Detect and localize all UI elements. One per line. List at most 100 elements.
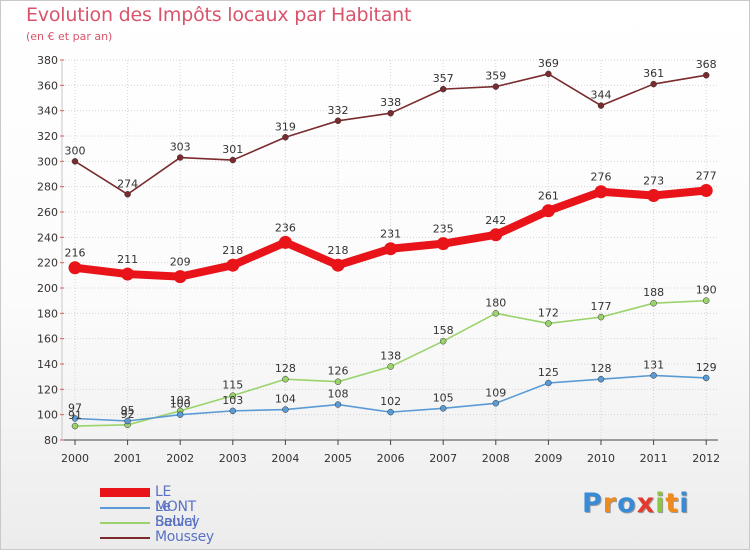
data-label-mousey: 361	[643, 67, 664, 80]
data-label-belval: 158	[433, 324, 454, 337]
data-point-belval	[439, 337, 447, 345]
x-tick-label: 2009	[534, 452, 562, 465]
y-tick-label: 220	[37, 257, 58, 270]
data-label-mousey: 357	[433, 72, 454, 85]
data-point-le-mont	[699, 183, 713, 197]
data-label-le-saulcy: 109	[485, 386, 506, 399]
logo-letter: i	[655, 488, 666, 519]
data-point-belval	[492, 310, 500, 317]
x-tick-label: 2000	[61, 452, 89, 465]
data-label-le-saulcy: 129	[696, 361, 717, 374]
x-tick-label: 2001	[114, 452, 142, 465]
data-label-belval: 115	[222, 379, 243, 392]
data-point-belval	[334, 378, 342, 385]
data-point-belval	[71, 422, 79, 430]
y-tick-label: 80	[44, 434, 58, 447]
legend-label: Belval	[155, 514, 197, 530]
data-point-mousey	[71, 158, 79, 165]
data-label-belval: 190	[696, 284, 717, 297]
data-label-le-saulcy: 103	[222, 394, 243, 407]
y-tick-label: 200	[37, 282, 58, 295]
data-label-le-saulcy: 100	[170, 398, 191, 411]
y-tick-label: 160	[37, 333, 58, 346]
data-point-le-saulcy	[282, 406, 289, 413]
data-point-mousey	[124, 191, 131, 198]
data-point-belval	[282, 375, 289, 383]
y-tick-label: 260	[37, 206, 58, 219]
data-point-mousey	[492, 83, 500, 90]
data-point-le-mont	[331, 258, 345, 272]
data-point-mousey	[387, 109, 394, 117]
data-point-belval	[650, 299, 657, 307]
data-point-le-mont	[121, 267, 135, 281]
data-label-le-mont: 211	[117, 253, 138, 266]
data-point-le-saulcy	[439, 405, 447, 412]
data-label-mousey: 344	[591, 89, 612, 102]
data-point-le-mont	[226, 258, 240, 272]
series-layer	[68, 70, 713, 430]
data-point-le-mont	[278, 235, 292, 249]
data-point-le-mont	[436, 237, 450, 251]
y-tick-label: 120	[37, 383, 58, 396]
data-point-le-saulcy	[492, 400, 500, 407]
y-tick-label: 240	[37, 231, 58, 244]
logo-letter: r	[602, 488, 618, 519]
data-label-belval: 177	[591, 300, 612, 313]
proxiti-logo: Proxiti	[582, 488, 690, 519]
legend-swatch	[100, 488, 150, 497]
data-point-mousey	[597, 102, 605, 109]
data-label-mousey: 368	[696, 58, 717, 71]
data-point-belval	[387, 363, 394, 370]
data-point-le-mont	[594, 185, 608, 199]
data-point-belval	[545, 320, 552, 327]
data-point-mousey	[229, 156, 237, 164]
data-label-mousey: 300	[65, 144, 86, 157]
data-label-belval: 103	[170, 394, 191, 407]
data-label-le-mont: 273	[643, 175, 664, 188]
x-tick-label: 2005	[324, 452, 352, 465]
data-label-belval: 180	[485, 296, 506, 309]
y-tick-label: 380	[37, 54, 58, 67]
data-point-mousey	[545, 70, 552, 78]
data-labels: 300 274 303 301 319 332 338 357 359 369 344 361 368 9…	[65, 57, 717, 422]
data-point-le-saulcy	[650, 372, 657, 379]
data-point-le-saulcy	[124, 417, 131, 425]
data-point-le-saulcy	[387, 408, 394, 416]
data-label-le-mont: 261	[538, 190, 559, 203]
data-point-le-mont	[647, 189, 661, 203]
x-tick-label: 2010	[587, 452, 615, 465]
legend-swatch	[100, 507, 150, 509]
axes: 80 100 120 140 160 180 200 220 240 260 280 300 320 34…	[37, 54, 720, 465]
data-label-le-saulcy: 95	[121, 404, 135, 417]
data-label-belval: 138	[380, 350, 401, 363]
data-label-belval: 128	[275, 362, 296, 375]
legend-label: Moussey	[155, 529, 214, 545]
logo-letter: P	[582, 488, 603, 519]
legend-swatch	[100, 522, 150, 524]
data-point-belval	[229, 392, 237, 399]
y-tick-label: 180	[37, 307, 58, 320]
data-point-le-saulcy	[545, 379, 552, 387]
data-label-le-saulcy: 105	[433, 391, 454, 404]
data-point-mousey	[334, 117, 342, 125]
data-label-mousey: 301	[222, 143, 243, 156]
y-tick-label: 280	[37, 181, 58, 194]
data-point-mousey	[650, 80, 657, 88]
x-tick-label: 2006	[377, 452, 405, 465]
data-label-le-saulcy: 131	[643, 358, 664, 371]
data-label-mousey: 332	[328, 104, 349, 117]
data-label-le-saulcy: 108	[328, 388, 349, 401]
data-point-le-saulcy	[176, 411, 184, 418]
data-point-le-mont	[489, 228, 503, 242]
data-label-le-mont: 216	[65, 247, 86, 260]
data-label-mousey: 359	[485, 70, 506, 83]
data-point-le-mont	[68, 261, 82, 275]
data-label-mousey: 369	[538, 57, 559, 70]
data-label-le-saulcy: 104	[275, 393, 296, 406]
data-label-mousey: 303	[170, 141, 191, 154]
data-point-mousey	[282, 134, 289, 141]
data-label-le-mont: 242	[485, 214, 506, 227]
data-label-mousey: 274	[117, 177, 138, 190]
logo-letter: t	[665, 488, 680, 519]
data-label-belval: 91	[68, 409, 82, 422]
